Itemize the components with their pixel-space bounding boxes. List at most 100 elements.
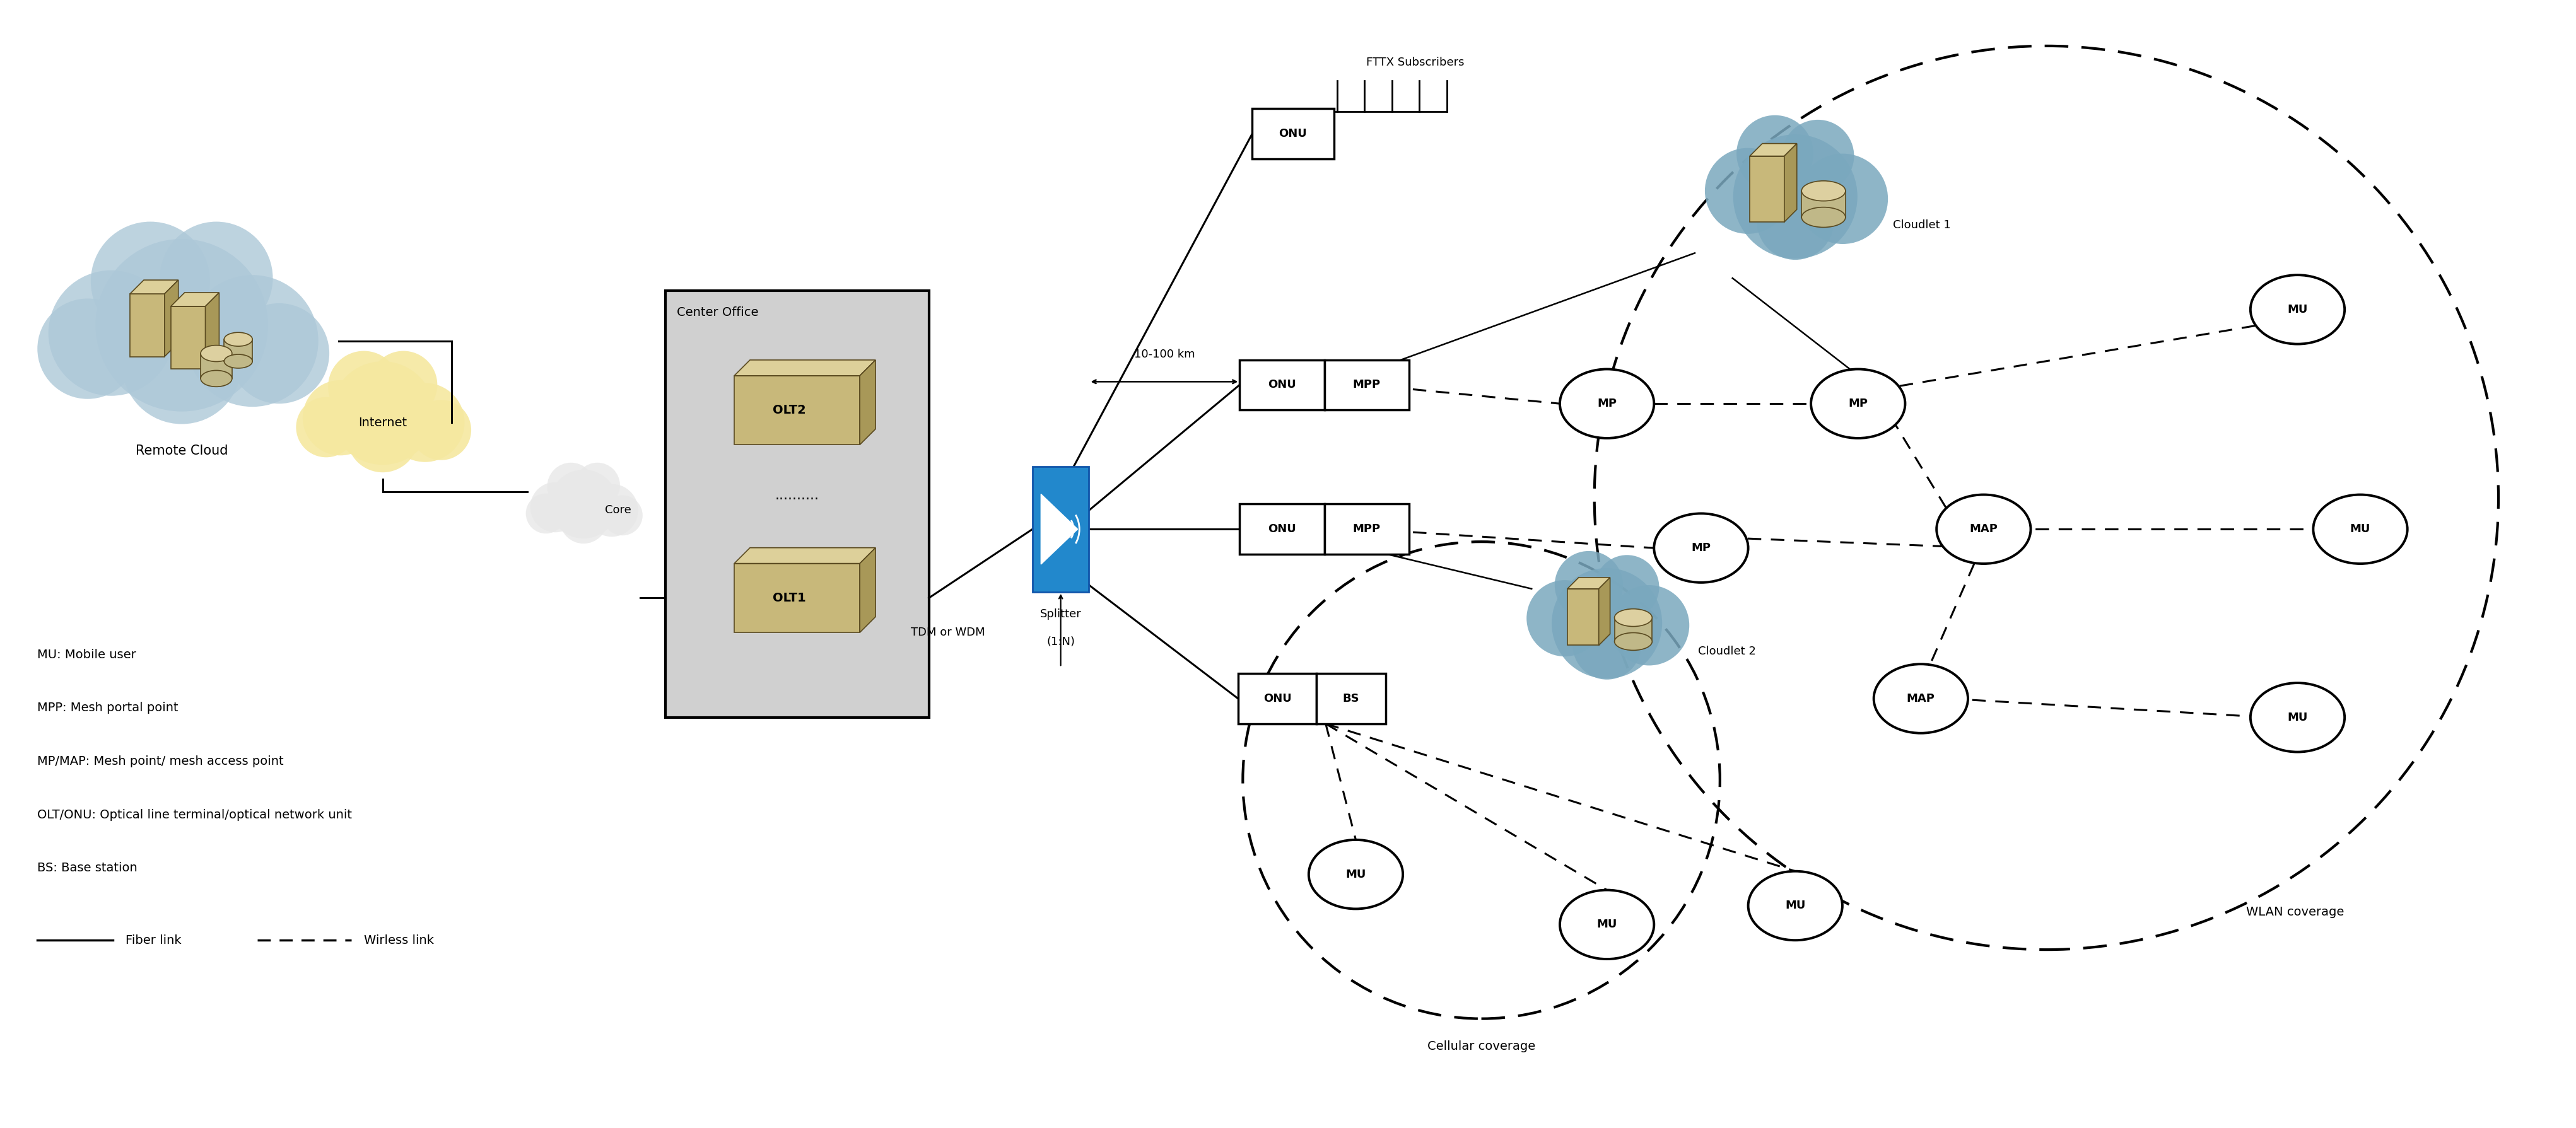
- Text: MU: Mobile user: MU: Mobile user: [39, 649, 137, 661]
- FancyBboxPatch shape: [1033, 466, 1090, 592]
- Text: MP: MP: [1692, 543, 1710, 554]
- Text: Cloudlet 1: Cloudlet 1: [1893, 219, 1950, 230]
- Circle shape: [296, 397, 355, 457]
- Ellipse shape: [1801, 208, 1844, 228]
- Ellipse shape: [224, 354, 252, 368]
- Circle shape: [559, 496, 608, 544]
- Ellipse shape: [224, 333, 252, 346]
- Circle shape: [229, 303, 330, 404]
- FancyBboxPatch shape: [1615, 618, 1651, 642]
- Ellipse shape: [1615, 609, 1651, 626]
- Polygon shape: [1566, 578, 1610, 589]
- Circle shape: [185, 275, 319, 407]
- Polygon shape: [734, 376, 860, 444]
- Circle shape: [348, 400, 417, 473]
- Circle shape: [39, 299, 139, 399]
- Ellipse shape: [1937, 495, 2030, 564]
- Polygon shape: [206, 292, 219, 369]
- Polygon shape: [129, 293, 165, 356]
- Circle shape: [95, 239, 268, 412]
- Polygon shape: [165, 280, 178, 356]
- Polygon shape: [734, 360, 876, 376]
- Ellipse shape: [1873, 664, 1968, 733]
- Polygon shape: [1041, 494, 1077, 564]
- Circle shape: [1736, 115, 1814, 192]
- Polygon shape: [860, 360, 876, 444]
- Circle shape: [1798, 153, 1888, 244]
- Text: MU: MU: [1597, 919, 1618, 931]
- Circle shape: [412, 400, 471, 460]
- Ellipse shape: [2313, 495, 2409, 564]
- Circle shape: [386, 382, 464, 462]
- Ellipse shape: [1615, 633, 1651, 651]
- Text: MU: MU: [1785, 900, 1806, 911]
- Ellipse shape: [1801, 180, 1844, 201]
- Text: MP/MAP: Mesh point/ mesh access point: MP/MAP: Mesh point/ mesh access point: [39, 756, 283, 767]
- Circle shape: [49, 271, 175, 396]
- Ellipse shape: [1811, 369, 1906, 438]
- Circle shape: [1556, 550, 1623, 619]
- Circle shape: [1610, 585, 1690, 666]
- Text: BS: BS: [1342, 693, 1360, 704]
- Text: Wirless link: Wirless link: [363, 934, 433, 946]
- FancyBboxPatch shape: [1239, 504, 1324, 554]
- Circle shape: [1595, 555, 1659, 619]
- Circle shape: [1783, 120, 1855, 192]
- Text: MPP: MPP: [1352, 523, 1381, 535]
- Circle shape: [1574, 611, 1641, 679]
- Circle shape: [368, 351, 438, 418]
- Text: (1:N): (1:N): [1046, 636, 1074, 647]
- Ellipse shape: [1654, 513, 1749, 582]
- Circle shape: [1551, 569, 1662, 679]
- Text: Remote Cloud: Remote Cloud: [137, 444, 229, 457]
- Text: MP: MP: [1850, 398, 1868, 409]
- Polygon shape: [1749, 143, 1798, 156]
- Polygon shape: [1749, 156, 1785, 222]
- Text: Center Office: Center Office: [677, 307, 757, 318]
- Text: OLT1: OLT1: [773, 592, 806, 603]
- Circle shape: [90, 222, 211, 341]
- Polygon shape: [170, 292, 219, 307]
- FancyBboxPatch shape: [1252, 108, 1334, 159]
- Circle shape: [1757, 183, 1834, 259]
- Text: 10-100 km: 10-100 km: [1133, 349, 1195, 360]
- Text: MP: MP: [1597, 398, 1618, 409]
- FancyBboxPatch shape: [665, 291, 930, 717]
- FancyBboxPatch shape: [1324, 504, 1409, 554]
- Text: ..........: ..........: [775, 490, 819, 502]
- Polygon shape: [129, 280, 178, 293]
- FancyBboxPatch shape: [1801, 191, 1844, 218]
- Polygon shape: [1566, 589, 1600, 645]
- Text: TDM or WDM: TDM or WDM: [912, 627, 984, 638]
- Ellipse shape: [201, 345, 232, 362]
- Text: MAP: MAP: [1906, 693, 1935, 704]
- Circle shape: [330, 361, 435, 465]
- Circle shape: [327, 351, 399, 423]
- Text: ONU: ONU: [1278, 129, 1306, 140]
- Circle shape: [301, 380, 379, 456]
- FancyBboxPatch shape: [1239, 360, 1324, 409]
- Text: OLT/ONU: Optical line terminal/optical network unit: OLT/ONU: Optical line terminal/optical n…: [39, 809, 353, 821]
- Text: FTTX Subscribers: FTTX Subscribers: [1365, 56, 1466, 68]
- Circle shape: [1705, 148, 1790, 233]
- Text: MAP: MAP: [1971, 523, 1999, 535]
- FancyBboxPatch shape: [224, 340, 252, 361]
- Polygon shape: [734, 548, 876, 563]
- Text: MPP: MPP: [1352, 379, 1381, 390]
- FancyBboxPatch shape: [1239, 673, 1316, 724]
- Circle shape: [121, 305, 242, 424]
- Text: ONU: ONU: [1267, 379, 1296, 390]
- Polygon shape: [1785, 143, 1798, 222]
- Text: BS: Base station: BS: Base station: [39, 862, 137, 874]
- Text: Internet: Internet: [358, 416, 407, 429]
- Text: MU: MU: [1345, 869, 1365, 880]
- Circle shape: [574, 462, 621, 508]
- Ellipse shape: [1749, 871, 1842, 941]
- Circle shape: [526, 493, 567, 534]
- Circle shape: [546, 462, 595, 510]
- Circle shape: [1734, 134, 1857, 258]
- Text: MU: MU: [2287, 712, 2308, 723]
- Circle shape: [603, 495, 641, 536]
- Ellipse shape: [1309, 840, 1404, 909]
- Polygon shape: [734, 563, 860, 633]
